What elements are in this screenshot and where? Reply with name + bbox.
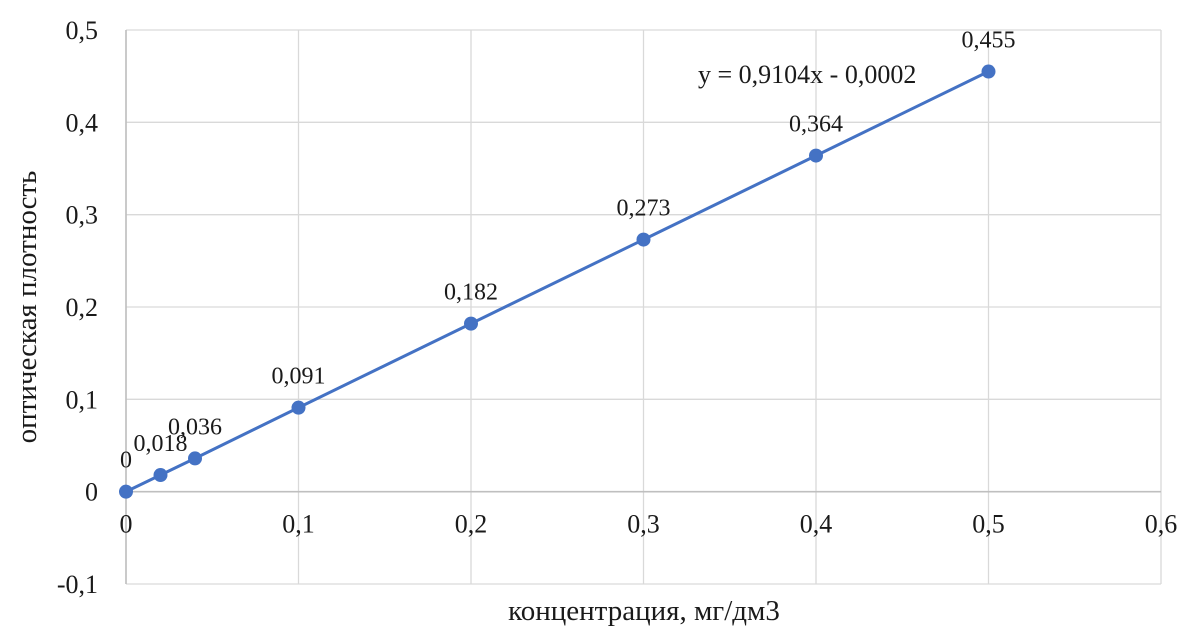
series-line [125,70,990,494]
x-tick-label: 0,2 [455,510,488,539]
y-tick-label: 0,2 [66,293,99,322]
y-tick-label: 0,5 [66,16,99,45]
data-series [119,64,996,499]
x-tick-label: 0,5 [972,510,1005,539]
y-tick-label: 0,3 [66,201,99,230]
y-tick-label: -0,1 [57,570,98,599]
data-point [809,148,823,163]
data-label: 0,455 [962,28,1016,54]
data-point [188,451,202,466]
data-label: 0,091 [272,364,326,390]
data-point [153,468,168,483]
data-point [119,484,133,499]
gridlines [125,29,1162,585]
y-tick-label: 0 [85,478,98,507]
y-tick-label: 0,4 [66,108,99,137]
x-tick-label: 0,1 [282,510,315,539]
x-axis-title: концентрация, мг/дм3 [508,595,780,627]
y-tick-label: 0,1 [66,385,99,414]
trendline-equation: y = 0,9104x - 0,0002 [698,60,916,89]
data-label: 0,182 [444,280,498,306]
tick-labels: 0 0,1 0,2 0,3 0,4 0,5 0,6 -0,1 0 0,1 0,2 0,3 0,4 0,5 [57,16,1177,599]
data-label: 0 [120,448,132,474]
data-point [636,232,651,247]
x-tick-label: 0 [120,510,133,539]
data-point [464,316,478,331]
data-point [981,64,996,79]
data-label: 0,036 [168,414,222,440]
data-label: 0,364 [789,112,843,138]
x-tick-label: 0,3 [627,510,660,539]
x-tick-label: 0,6 [1145,510,1178,539]
data-point [291,400,306,415]
data-label: 0,018 [134,431,188,457]
x-tick-label: 0,4 [800,510,833,539]
y-axis-title: оптическая плотность [11,171,43,444]
data-label: 0,273 [617,196,671,222]
